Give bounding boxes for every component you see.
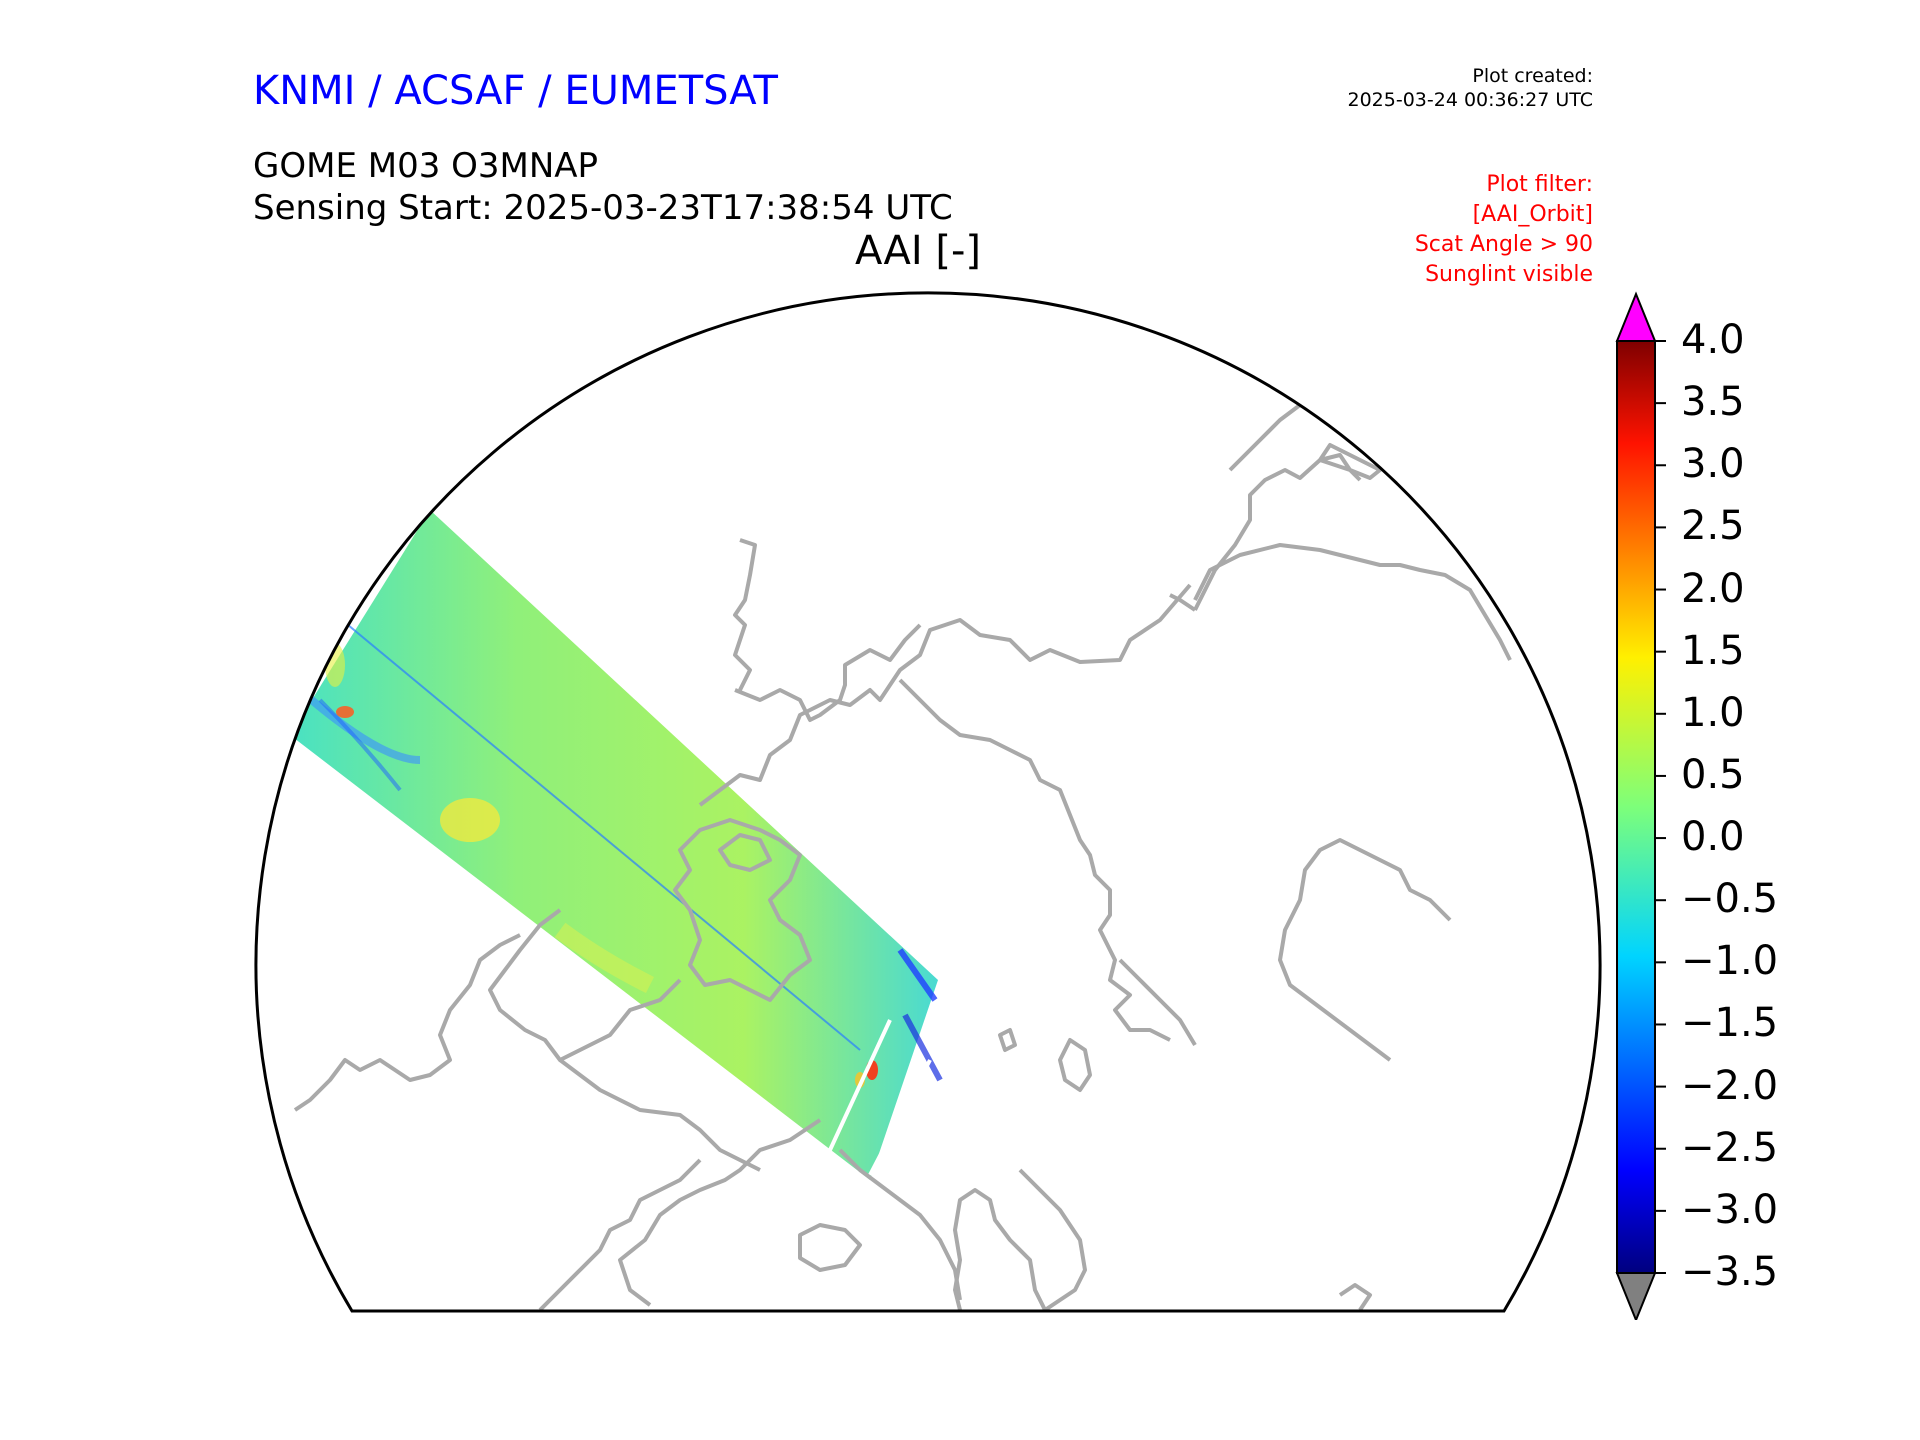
sensing-start: Sensing Start: 2025-03-23T17:38:54 UTC bbox=[253, 188, 953, 228]
swath-features bbox=[297, 609, 943, 1176]
coastline-east-siberia bbox=[1193, 543, 1512, 661]
coastline-franz-josef bbox=[998, 1028, 1017, 1052]
plot-filter-line: Plot filter: bbox=[1486, 172, 1593, 197]
colorbar-tick-label: 3.0 bbox=[1681, 441, 1745, 488]
coastline-ellesmere bbox=[718, 833, 772, 872]
colorbar-under-triangle bbox=[1615, 1272, 1657, 1320]
plot-created: Plot created: 2025-03-24 00:36:27 UTC bbox=[1348, 64, 1594, 112]
coastline-okhotsk bbox=[1228, 388, 1372, 472]
coastline-canada-archipelago bbox=[673, 818, 812, 1002]
colorbar-tick-label: 0.0 bbox=[1681, 814, 1745, 861]
plot-filter-line: [AAI_Orbit] bbox=[1472, 202, 1593, 227]
coastline-greenland-east bbox=[838, 1148, 962, 1301]
map-boundary bbox=[254, 291, 1602, 1313]
colorbar-scale bbox=[1616, 340, 1656, 1274]
coastline-siberia bbox=[698, 583, 1192, 807]
colorbar-tick-label: 4.0 bbox=[1681, 317, 1745, 363]
colorbar-tick-label: −3.0 bbox=[1681, 1186, 1779, 1233]
colorbar-over-triangle bbox=[1615, 291, 1657, 342]
plot-created-label: Plot created: bbox=[1472, 65, 1593, 87]
coastline-bering bbox=[1278, 838, 1452, 1062]
colorbar-tick-label: 0.5 bbox=[1681, 751, 1745, 798]
colorbar-tick-label: −1.0 bbox=[1681, 938, 1779, 985]
plot-filter-line: Sunglint visible bbox=[1425, 262, 1593, 287]
coastline-scandinavia bbox=[953, 1168, 1087, 1311]
product-title: GOME M03 O3MNAP bbox=[253, 146, 599, 186]
colorbar-tick-label: 1.0 bbox=[1681, 689, 1745, 736]
coastline-scotland bbox=[1338, 1283, 1372, 1311]
agency-title: KNMI / ACSAF / EUMETSAT bbox=[253, 68, 778, 114]
colorbar-tick-label: −2.0 bbox=[1681, 1062, 1779, 1109]
coastline-baffin bbox=[488, 908, 682, 1062]
colorbar-tick-label: −3.5 bbox=[1681, 1249, 1779, 1295]
coastline-greenland bbox=[618, 1118, 822, 1307]
coastline-aleutian bbox=[1169, 593, 1197, 612]
coastline-north-america bbox=[293, 933, 521, 1112]
coastline-novaya-zemlya bbox=[1118, 958, 1197, 1047]
coastline-labrador bbox=[538, 1158, 702, 1311]
colorbar bbox=[1615, 291, 1666, 1320]
colorbar-tick-label: 2.5 bbox=[1681, 503, 1745, 550]
aai-swath bbox=[290, 510, 943, 1180]
coastline-beaufort bbox=[734, 623, 922, 722]
colorbar-tick-label: 3.5 bbox=[1681, 379, 1745, 426]
coastline-iceland bbox=[798, 1223, 862, 1272]
colorbar-tick-label: 1.5 bbox=[1681, 627, 1745, 674]
coastline-svalbard bbox=[1058, 1038, 1092, 1092]
plot-filter: Plot filter: [AAI_Orbit] Scat Angle > 90… bbox=[1415, 170, 1593, 290]
coastline-kuril bbox=[1448, 488, 1502, 551]
plot-created-timestamp: 2025-03-24 00:36:27 UTC bbox=[1347, 89, 1594, 111]
colorbar-tick-label: −1.5 bbox=[1681, 1000, 1779, 1047]
coastline-hudson bbox=[558, 1058, 761, 1172]
coastline-taimyr bbox=[898, 678, 1171, 1042]
coastlines bbox=[293, 388, 1512, 1311]
colorbar-tick-label: 2.0 bbox=[1681, 565, 1745, 612]
colorbar-tick-label: −2.5 bbox=[1681, 1124, 1779, 1171]
plot-filter-line: Scat Angle > 90 bbox=[1414, 232, 1593, 257]
colorbar-ticks bbox=[1655, 340, 1666, 1274]
colorbar-tick-label: −0.5 bbox=[1681, 876, 1779, 923]
map-title: AAI [-] bbox=[855, 228, 981, 274]
coastline-kamchatka bbox=[1193, 443, 1382, 611]
coastline-alaska bbox=[733, 538, 757, 691]
